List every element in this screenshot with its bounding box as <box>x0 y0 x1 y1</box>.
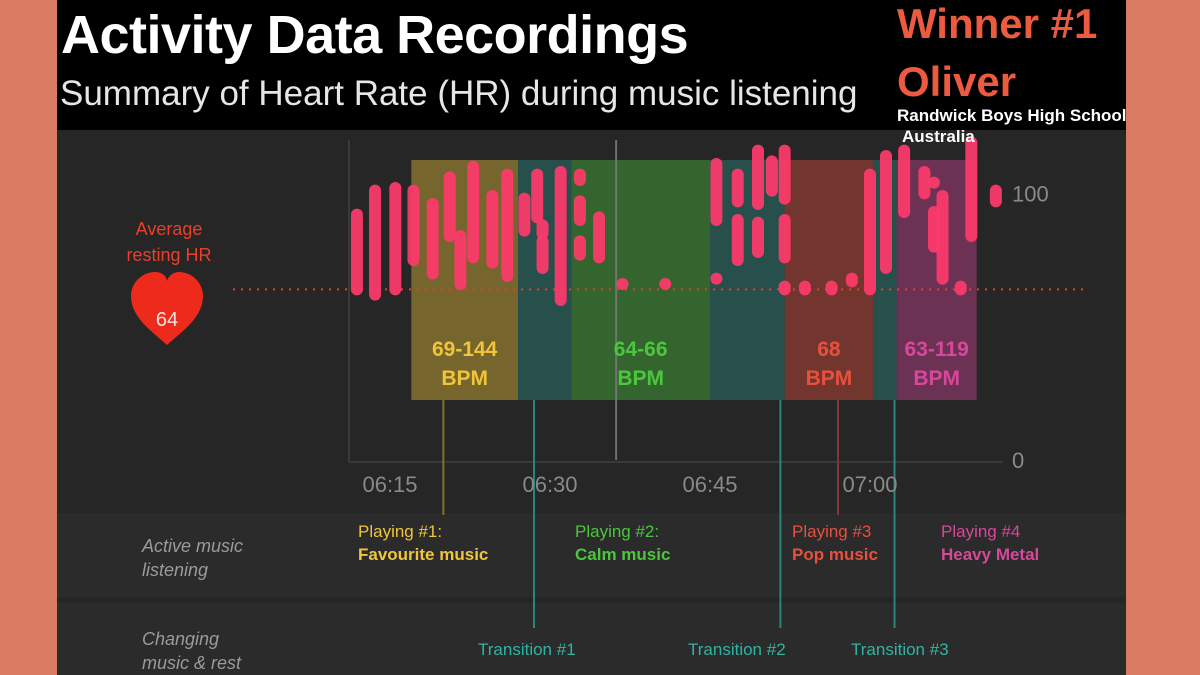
transition-label-3: Transition #3 <box>851 640 949 659</box>
hr-sample-bar <box>454 230 467 290</box>
changing-music-row-label: Changing music & rest <box>142 627 292 675</box>
hr-sample-bar <box>501 168 514 282</box>
transition-label-2: Transition #2 <box>688 640 786 659</box>
hr-sample-bar <box>573 168 586 186</box>
hr-sample-bar <box>928 176 940 189</box>
changing-music-row <box>57 603 1126 675</box>
segment-range-label: 63-119 <box>905 338 969 361</box>
resting-hr-annotation: Average resting HR <box>99 216 239 268</box>
hr-sample-bar <box>536 235 549 274</box>
music-name: Pop music <box>792 545 878 564</box>
hr-sample-bar <box>407 184 420 266</box>
x-tick-label: 07:00 <box>842 472 897 497</box>
hr-sample-bar <box>845 272 858 288</box>
hr-sample-bar <box>710 158 723 226</box>
hr-sample-bar <box>616 278 629 290</box>
music-label-1: Playing #1: Favourite music <box>358 520 488 566</box>
hr-chart: 69-144 BPM 64-66 BPM 68 BPM 63-119 BPM 100 0 06:15… <box>131 136 1087 628</box>
segment-unit-label: BPM <box>441 367 488 390</box>
changing-row-label-line-2: music & rest <box>142 653 242 673</box>
header: Activity Data Recordings Summary of Hear… <box>57 0 1126 130</box>
music-name: Heavy Metal <box>941 545 1040 564</box>
hr-sample-bar <box>593 211 606 264</box>
hr-sample-bar <box>536 219 549 240</box>
segment-band <box>710 160 785 400</box>
winner-country: Australia <box>902 127 975 146</box>
winner-school: Randwick Boys High School <box>897 106 1127 125</box>
heart-icon <box>131 272 203 345</box>
hr-sample-bar <box>989 184 1002 208</box>
y-tick-label: 100 <box>1012 181 1049 206</box>
hr-sample-bar <box>752 216 764 258</box>
hr-sample-bar <box>778 144 791 205</box>
active-row-label-line-2: listening <box>142 560 209 580</box>
active-music-row <box>57 513 1126 597</box>
active-row-label-line-1: Active music <box>142 536 244 556</box>
segment-band <box>571 160 710 400</box>
active-music-row-label: Active music listening <box>142 534 292 582</box>
hr-sample-bar <box>778 214 791 264</box>
x-tick-label: 06:45 <box>682 472 737 497</box>
hr-sample-bar <box>731 168 744 208</box>
hr-sample-bar <box>531 168 544 224</box>
hr-sample-bar <box>710 272 723 285</box>
hr-sample-bar <box>554 166 567 306</box>
hr-sample-bar <box>898 144 911 218</box>
hr-sample-bar <box>486 190 499 269</box>
winner-name: Oliver <box>897 58 1017 105</box>
hr-sample-bar <box>778 280 791 296</box>
resting-hr-value: 64 <box>156 309 178 331</box>
hr-sample-bar <box>573 235 586 261</box>
hr-sample-bar <box>389 182 402 296</box>
hr-sample-bar <box>918 166 931 200</box>
music-name: Calm music <box>575 545 671 564</box>
music-number: Playing #4 <box>941 522 1021 541</box>
music-name: Favourite music <box>358 545 489 564</box>
winner-title: Winner #1 <box>897 0 1098 47</box>
infographic-panel: 69-144 BPM 64-66 BPM 68 BPM 63-119 BPM 100 0 06:15… <box>57 0 1126 675</box>
page-title: Activity Data Recordings <box>61 5 689 65</box>
hr-sample-bar <box>659 278 672 290</box>
hr-sample-bar <box>825 280 838 296</box>
hr-sample-bar <box>752 144 764 210</box>
segment-band <box>784 160 874 400</box>
hr-sample-bar <box>880 150 892 274</box>
segment-range-label: 68 <box>817 338 841 361</box>
x-tick-label: 06:30 <box>522 472 577 497</box>
music-number: Playing #1: <box>358 522 443 541</box>
changing-row-label-line-1: Changing <box>142 629 220 649</box>
music-label-3: Playing #3 Pop music <box>792 520 878 566</box>
hr-sample-bar <box>731 214 744 266</box>
hr-sample-bar <box>369 184 382 301</box>
annotation-line-2: resting HR <box>126 245 212 265</box>
y-tick-label: 0 <box>1012 448 1024 473</box>
music-label-4: Playing #4 Heavy Metal <box>941 520 1039 566</box>
hr-sample-bar <box>936 190 949 285</box>
hr-sample-bar <box>518 192 531 237</box>
hr-sample-bar <box>965 136 978 242</box>
x-tick-label: 06:15 <box>362 472 417 497</box>
hr-sample-bar <box>350 208 363 296</box>
page-subtitle: Summary of Heart Rate (HR) during music … <box>60 74 858 113</box>
segment-unit-label: BPM <box>806 367 853 390</box>
music-number: Playing #2: <box>575 522 660 541</box>
hr-sample-bar <box>467 160 480 264</box>
hr-sample-bar <box>765 155 778 197</box>
annotation-line-1: Average <box>135 219 203 239</box>
hr-sample-bar <box>573 195 586 226</box>
segment-unit-label: BPM <box>617 367 664 390</box>
transition-label-1: Transition #1 <box>478 640 576 659</box>
segment-range-label: 64-66 <box>614 338 668 361</box>
segment-range-label: 69-144 <box>432 338 498 361</box>
segment-unit-label: BPM <box>913 367 960 390</box>
hr-sample-bar <box>798 280 811 296</box>
hr-sample-bar <box>864 168 876 296</box>
hr-sample-bar <box>954 280 967 296</box>
hr-sample-bar <box>443 171 456 242</box>
hr-sample-bar <box>426 198 439 280</box>
music-number: Playing #3 <box>792 522 872 541</box>
music-label-2: Playing #2: Calm music <box>575 520 670 566</box>
